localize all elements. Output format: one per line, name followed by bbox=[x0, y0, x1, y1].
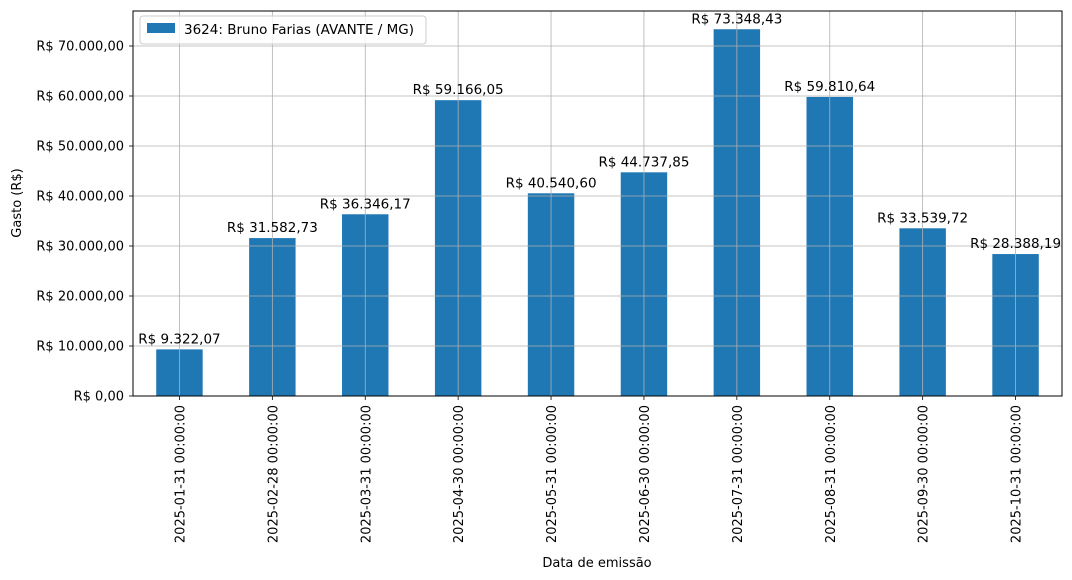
x-tick-label: 2025-03-31 00:00:00 bbox=[359, 405, 374, 543]
x-axis: 2025-01-31 00:00:00 2025-02-28 00:00:00 20… bbox=[173, 396, 1025, 543]
y-axis: R$ 0,00 R$ 10.000,00 R$ 20.000,00 R$ 30.000… bbox=[36, 40, 133, 405]
plot-frame bbox=[132, 10, 1063, 397]
y-tick-label: R$ 40.000,00 bbox=[36, 190, 124, 205]
bar-value-label: R$ 40.540,60 bbox=[506, 175, 597, 191]
x-axis-title: Data de emissão bbox=[542, 556, 651, 571]
bar-value-label: R$ 44.737,85 bbox=[598, 154, 689, 170]
y-tick-label: R$ 60.000,00 bbox=[36, 90, 124, 105]
x-tick-label: 2025-10-31 00:00:00 bbox=[1010, 405, 1025, 543]
y-axis-title: Gasto (R$) bbox=[10, 168, 25, 237]
bar-value-label: R$ 59.810,64 bbox=[784, 79, 875, 95]
x-tick-label: 2025-07-31 00:00:00 bbox=[731, 405, 746, 543]
legend-box bbox=[139, 15, 427, 45]
bar-value-label: R$ 59.166,05 bbox=[413, 82, 504, 98]
x-tick-label: 2025-06-30 00:00:00 bbox=[638, 405, 653, 543]
bar-value-label: R$ 36.346,17 bbox=[320, 196, 411, 212]
bar-value-label: R$ 31.582,73 bbox=[227, 220, 318, 236]
x-tick-label: 2025-02-28 00:00:00 bbox=[266, 405, 281, 543]
y-tick-label: R$ 20.000,00 bbox=[36, 290, 124, 305]
bar-value-label: R$ 73.348,43 bbox=[691, 11, 782, 27]
bar-value-label: R$ 28.388,19 bbox=[970, 236, 1061, 252]
bar-value-label: R$ 9.322,07 bbox=[138, 331, 220, 347]
legend-swatch bbox=[147, 23, 175, 33]
y-tick-label: R$ 0,00 bbox=[74, 390, 124, 405]
x-tick-label: 2025-09-30 00:00:00 bbox=[917, 405, 932, 543]
y-tick-label: R$ 70.000,00 bbox=[36, 40, 124, 55]
x-tick-label: 2025-05-31 00:00:00 bbox=[545, 405, 560, 543]
y-tick-label: R$ 30.000,00 bbox=[36, 240, 124, 255]
legend-label: 3624: Bruno Farias (AVANTE / MG) bbox=[184, 22, 414, 38]
x-tick-label: 2025-08-31 00:00:00 bbox=[824, 405, 839, 543]
legend: 3624: Bruno Farias (AVANTE / MG) bbox=[139, 15, 427, 45]
data-labels: R$ 9.322,07 R$ 31.582,73R$ 36.346,17 R$ 59… bbox=[138, 11, 1061, 347]
grid-lines bbox=[133, 11, 1062, 397]
x-tick-label: 2025-01-31 00:00:00 bbox=[173, 405, 188, 543]
y-tick-label: R$ 50.000,00 bbox=[36, 140, 124, 155]
bar-value-label: R$ 33.539,72 bbox=[877, 210, 968, 226]
x-tick-label: 2025-04-30 00:00:00 bbox=[452, 405, 467, 543]
y-tick-label: R$ 10.000,00 bbox=[36, 340, 124, 355]
